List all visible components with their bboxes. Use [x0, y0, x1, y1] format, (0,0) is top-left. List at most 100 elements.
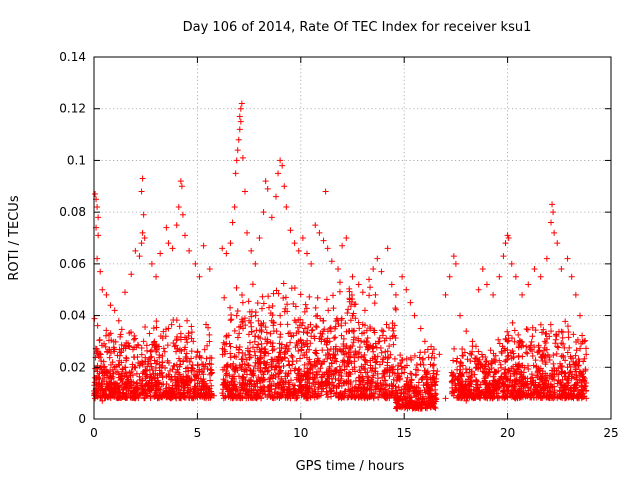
- data-point: [250, 344, 257, 351]
- data-point: [227, 354, 234, 361]
- data-point: [507, 373, 514, 380]
- data-point: [312, 222, 319, 229]
- x-tick-label: 0: [90, 426, 98, 440]
- data-point: [358, 391, 365, 398]
- data-point: [272, 362, 279, 369]
- data-point: [269, 347, 276, 354]
- data-point: [347, 317, 354, 324]
- data-point: [408, 376, 415, 383]
- data-point: [288, 333, 295, 340]
- data-point: [454, 355, 461, 362]
- data-point: [118, 341, 125, 348]
- data-point: [266, 390, 273, 397]
- data-point: [115, 394, 122, 401]
- data-point: [248, 308, 255, 315]
- data-point: [356, 344, 363, 351]
- data-point: [411, 312, 418, 319]
- data-point: [295, 328, 302, 335]
- y-tick-labels: 0 0.02 0.04 0.06 0.08 0.1 0.12 0.14: [59, 50, 86, 426]
- data-point: [517, 364, 524, 371]
- data-point: [532, 386, 539, 393]
- data-point: [380, 328, 387, 335]
- data-point: [196, 368, 203, 375]
- data-point: [264, 338, 271, 345]
- data-point: [248, 247, 255, 254]
- data-point: [93, 365, 100, 372]
- data-point: [263, 329, 270, 336]
- data-point: [138, 188, 145, 195]
- data-point: [359, 289, 366, 296]
- data-point: [383, 382, 390, 389]
- data-point: [370, 395, 377, 402]
- data-point: [170, 339, 177, 346]
- data-point: [457, 312, 464, 319]
- data-point: [333, 358, 340, 365]
- data-point: [150, 325, 157, 332]
- data-point: [538, 376, 545, 383]
- data-point: [472, 376, 479, 383]
- data-point: [520, 342, 527, 349]
- data-point: [297, 316, 304, 323]
- data-point: [123, 342, 130, 349]
- data-point: [134, 341, 141, 348]
- data-point: [390, 341, 397, 348]
- data-point: [357, 369, 364, 376]
- data-point: [99, 397, 106, 404]
- data-point: [391, 355, 398, 362]
- data-point: [352, 301, 359, 308]
- data-point: [557, 364, 564, 371]
- data-point: [366, 292, 373, 299]
- data-point: [275, 354, 282, 361]
- chart-title: Day 106 of 2014, Rate Of TEC Index for r…: [183, 20, 532, 35]
- data-point: [271, 389, 278, 396]
- data-point: [219, 245, 226, 252]
- data-point: [275, 383, 282, 390]
- data-point: [347, 303, 354, 310]
- data-point: [268, 371, 275, 378]
- data-point: [282, 379, 289, 386]
- data-point: [236, 113, 243, 120]
- data-point: [270, 393, 277, 400]
- data-point: [406, 394, 413, 401]
- data-point: [122, 394, 129, 401]
- data-point: [317, 365, 324, 372]
- data-point: [183, 336, 190, 343]
- data-point: [227, 304, 234, 311]
- data-point: [260, 209, 267, 216]
- data-point: [306, 346, 313, 353]
- data-point: [564, 349, 571, 356]
- data-point: [243, 371, 250, 378]
- data-point: [558, 381, 565, 388]
- data-point: [345, 394, 352, 401]
- data-point: [102, 386, 109, 393]
- data-point: [236, 346, 243, 353]
- data-point: [103, 291, 110, 298]
- data-point: [499, 379, 506, 386]
- data-point: [338, 373, 345, 380]
- data-point: [314, 312, 321, 319]
- data-point: [237, 118, 244, 125]
- data-point: [550, 360, 557, 367]
- data-point: [109, 359, 116, 366]
- data-point: [283, 203, 290, 210]
- data-point: [97, 393, 104, 400]
- data-point: [537, 273, 544, 280]
- data-point: [320, 317, 327, 324]
- data-point: [420, 382, 427, 389]
- data-point: [478, 390, 485, 397]
- data-point: [457, 366, 464, 373]
- data-point: [450, 376, 457, 383]
- data-point: [474, 381, 481, 388]
- data-point: [203, 355, 210, 362]
- data-point: [192, 386, 199, 393]
- data-point: [262, 365, 269, 372]
- data-point: [523, 349, 530, 356]
- data-point: [362, 357, 369, 364]
- data-point: [545, 393, 552, 400]
- data-point: [572, 374, 579, 381]
- data-point: [210, 392, 217, 399]
- data-point: [200, 371, 207, 378]
- data-point: [159, 353, 166, 360]
- data-point: [399, 273, 406, 280]
- data-point: [350, 310, 357, 317]
